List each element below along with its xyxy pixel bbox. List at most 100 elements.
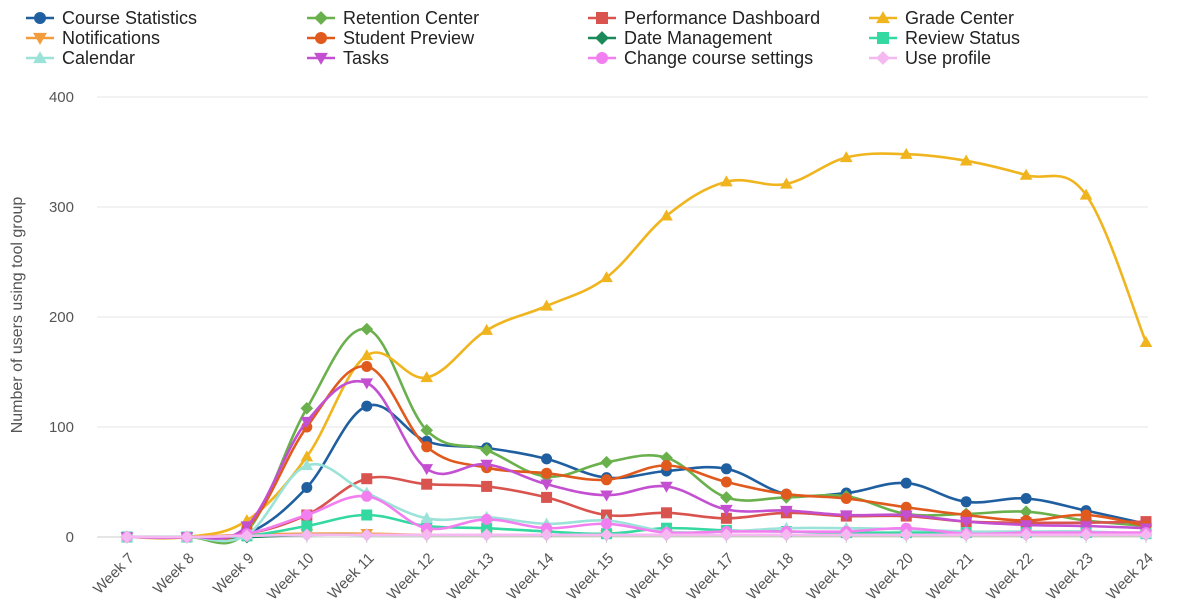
x-tick-label: Week 9 (210, 550, 258, 598)
legend-label: Notifications (62, 28, 160, 48)
data-point (900, 501, 912, 513)
data-point (959, 154, 973, 166)
data-point (480, 323, 493, 335)
legend-item-tasks: Tasks (307, 48, 389, 68)
x-tick-label: Week 8 (150, 550, 198, 598)
data-point (300, 459, 314, 471)
legend-marker (595, 31, 609, 45)
data-point (301, 520, 313, 532)
data-point (540, 299, 553, 311)
legend-marker (33, 51, 47, 64)
y-tick-label: 100 (49, 419, 74, 436)
data-point (540, 528, 553, 542)
data-point (240, 529, 254, 543)
data-point (300, 528, 314, 542)
data-point (959, 516, 973, 528)
data-point (541, 467, 553, 479)
data-point (481, 480, 493, 492)
legend-item-course-statistics: Course Statistics (26, 8, 197, 28)
data-point (360, 528, 374, 542)
data-point (120, 530, 134, 544)
data-point (180, 530, 194, 544)
data-point (839, 151, 853, 163)
data-point (720, 463, 732, 475)
legend-label: Retention Center (343, 8, 479, 28)
data-point (481, 513, 493, 525)
series-line-retention-center (126, 327, 1147, 545)
legend-label: Review Status (905, 28, 1020, 48)
x-axis: Week 7 Week 8 Week 9 Week 10 Week 11 Week 12 W… (90, 537, 1157, 604)
data-point (899, 510, 913, 522)
data-point (720, 512, 732, 524)
data-point (541, 522, 553, 534)
x-tick-label: Week 13 (444, 550, 498, 604)
data-point (361, 361, 373, 372)
data-point (1020, 493, 1032, 504)
x-tick-label: Week 23 (1043, 550, 1097, 604)
data-point (300, 450, 314, 462)
legend-item-use-profile: Use profile (869, 48, 991, 68)
data-point (1079, 188, 1093, 200)
data-point (480, 459, 493, 471)
y-tick-label: 300 (49, 199, 74, 216)
x-tick-label: Week 16 (624, 550, 678, 604)
y-tick-label: 200 (49, 309, 74, 326)
data-point (660, 209, 673, 221)
legend-marker (876, 11, 890, 24)
data-point (1019, 505, 1033, 519)
data-point (600, 455, 613, 469)
data-point (421, 441, 433, 453)
data-point (480, 528, 493, 542)
x-tick-label: Week 19 (803, 550, 857, 604)
data-point (361, 509, 373, 521)
y-tick-label: 400 (49, 89, 74, 106)
legend-label: Use profile (905, 48, 991, 68)
data-point (720, 476, 732, 488)
x-tick-label: Week 24 (1103, 550, 1157, 604)
y-axis: 0 100 200 300 400 (49, 89, 74, 546)
data-point (361, 473, 373, 485)
legend-marker (314, 52, 328, 65)
x-tick-label: Week 17 (684, 550, 738, 604)
data-point (481, 522, 493, 534)
x-tick-label: Week 11 (325, 550, 378, 603)
data-point (840, 493, 852, 504)
legend-label: Performance Dashboard (624, 8, 820, 28)
data-point (839, 528, 853, 542)
data-point (780, 528, 793, 542)
data-point (361, 490, 373, 502)
legend-marker (877, 32, 889, 44)
data-point (899, 147, 913, 159)
data-point (720, 175, 733, 187)
data-point (360, 349, 374, 361)
legend-item-retention-center: Retention Center (307, 8, 479, 28)
data-point (420, 371, 434, 383)
legend-label: Student Preview (343, 28, 475, 48)
data-point (420, 423, 434, 437)
series-retention-center (120, 322, 1153, 545)
data-point (660, 507, 672, 519)
data-point (600, 490, 613, 502)
data-point (780, 177, 793, 189)
data-point (301, 482, 313, 493)
series-tasks (120, 378, 1153, 544)
data-point (300, 416, 314, 428)
gridlines (97, 96, 1148, 538)
data-point (780, 505, 793, 517)
x-tick-label: Week 12 (384, 550, 438, 604)
x-tick-label: Week 14 (504, 550, 558, 604)
legend-marker (596, 52, 608, 64)
data-point (1079, 521, 1093, 533)
data-point (420, 464, 434, 476)
data-point (1079, 528, 1093, 542)
legend-item-calendar: Calendar (26, 48, 135, 68)
data-point (601, 474, 613, 486)
y-tick-label: 0 (66, 529, 74, 546)
data-point (660, 528, 673, 542)
data-point (540, 479, 553, 491)
data-point (1019, 168, 1033, 180)
series-use-profile (120, 528, 1153, 544)
data-point (361, 400, 373, 412)
data-point (899, 528, 913, 542)
